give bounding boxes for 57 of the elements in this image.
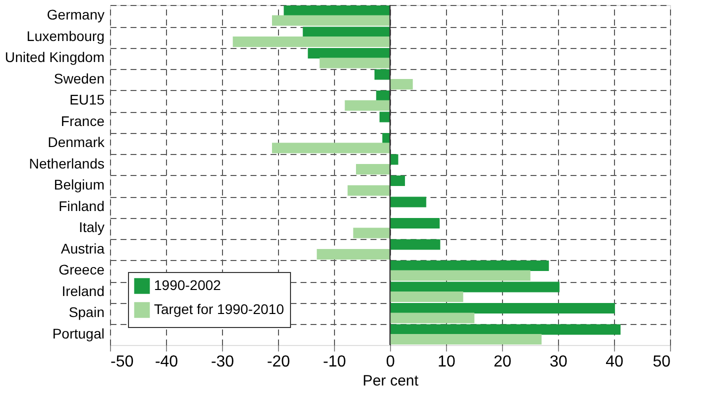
y-tick-label: Greece [58, 262, 105, 278]
bar [272, 15, 390, 26]
y-tick-label: Sweden [54, 70, 104, 86]
bar [353, 228, 390, 238]
x-tick-label: -10 [322, 354, 346, 370]
bar [390, 270, 530, 281]
bar [308, 48, 390, 59]
y-tick-label: Portugal [52, 325, 104, 342]
y-tick-label: EU15 [69, 92, 105, 108]
bar [390, 239, 440, 250]
bar [390, 196, 426, 208]
bar [390, 78, 413, 90]
bar [390, 302, 615, 314]
bar [348, 185, 390, 196]
bar [374, 69, 390, 80]
x-tick-label: -30 [210, 354, 234, 370]
bar [356, 164, 390, 175]
x-tick-label: -20 [266, 354, 290, 370]
bar [390, 291, 464, 302]
x-tick-label: -40 [154, 354, 178, 370]
x-tick-label: 40 [606, 354, 624, 370]
bar [320, 58, 390, 68]
bar [390, 154, 398, 165]
bar [272, 142, 390, 154]
bar [344, 100, 390, 111]
bar [380, 112, 390, 122]
bar [390, 334, 542, 345]
y-tick-label: Austria [60, 240, 105, 256]
bar [232, 36, 390, 48]
y-tick-label: Belgium [54, 176, 104, 193]
x-tick-label: 0 [386, 354, 396, 370]
x-tick-label: 30 [550, 354, 568, 370]
legend-label: Target for 1990-2010 [154, 301, 284, 317]
y-tick-label: Netherlands [29, 155, 104, 172]
bar [390, 324, 621, 335]
y-tick-label: Italy [78, 219, 104, 236]
legend-label: 1990-2002 [154, 277, 222, 293]
y-tick-label: Germany [46, 6, 104, 23]
bar [390, 175, 405, 186]
x-tick-label: 10 [438, 354, 456, 370]
bar [390, 260, 549, 272]
y-tick-label: Spain [68, 304, 104, 320]
x-axis-title: Per cent [362, 372, 420, 390]
y-tick-label: Finland [58, 198, 104, 214]
x-tick-label: 20 [494, 354, 512, 370]
x-tick-label: -50 [110, 354, 134, 370]
bar [316, 248, 390, 260]
x-tick-label: 50 [652, 354, 671, 370]
bar [390, 282, 560, 292]
y-tick-label: Denmark [48, 134, 106, 150]
y-tick-label: United Kingdom [4, 49, 104, 66]
y-tick-label: Luxembourg [26, 28, 104, 44]
y-tick-label: Ireland [62, 282, 104, 299]
bar [390, 218, 440, 229]
y-tick-label: France [60, 112, 105, 129]
bar [302, 26, 390, 38]
bar [390, 312, 474, 324]
